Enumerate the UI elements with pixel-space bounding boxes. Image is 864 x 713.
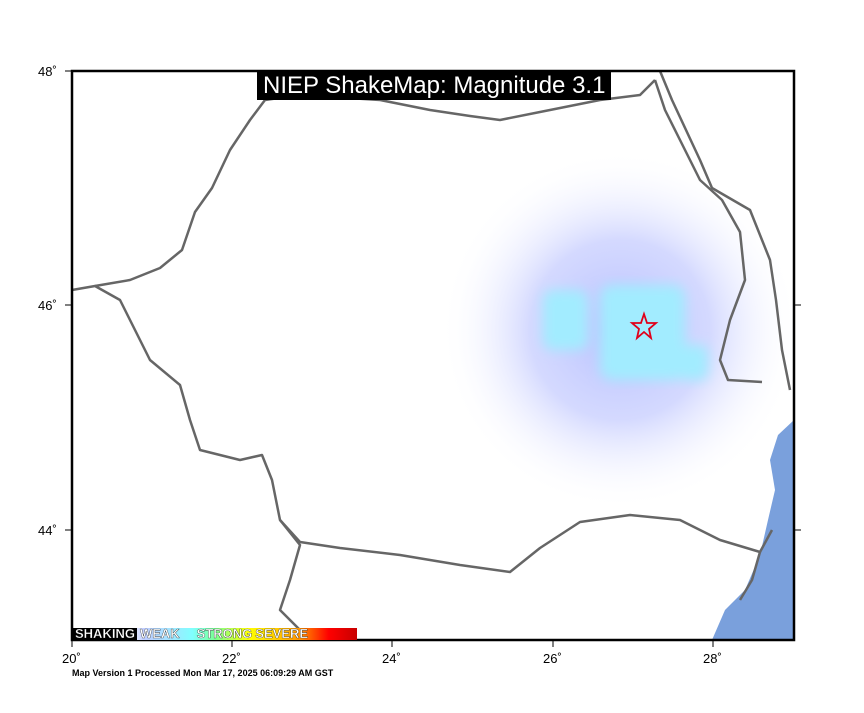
black-sea [712,420,794,640]
map-title: NIEP ShakeMap: Magnitude 3.1 [257,72,612,100]
lat-tick: 48˚ [38,64,57,79]
lat-tick: 46˚ [38,298,57,313]
lon-tick: 26˚ [543,651,562,666]
lat-tick: 44˚ [38,523,57,538]
legend-label: SEVERE [255,628,309,640]
lon-tick: 28˚ [703,651,722,666]
lon-tick: 20˚ [62,651,81,666]
lon-tick: 22˚ [222,651,241,666]
legend-label: STRONG [196,628,253,640]
lon-tick: 24˚ [382,651,401,666]
map-frame [70,69,796,642]
intensity-legend: SHAKING WEAK STRONG SEVERE [73,628,357,640]
ticks [65,70,801,647]
legend-label: WEAK [139,628,180,640]
map-version-footer: Map Version 1 Processed Mon Mar 17, 2025… [72,668,334,678]
legend-label: SHAKING [73,628,137,640]
epicenter-star-icon [629,311,659,341]
